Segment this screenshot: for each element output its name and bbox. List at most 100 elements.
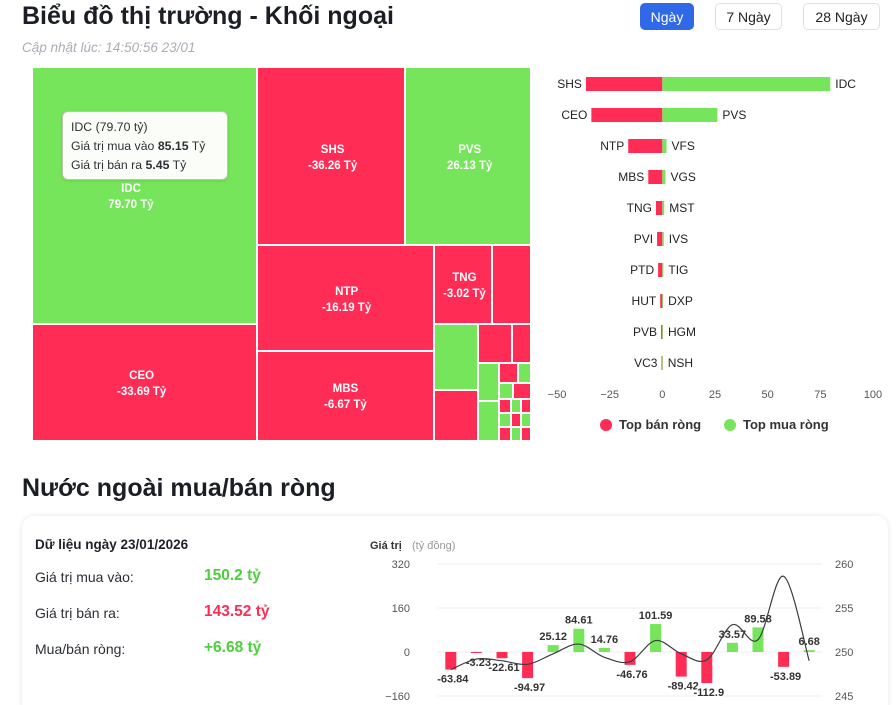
bar-data-label: -89.42 (668, 681, 699, 693)
treemap-value: -3.02 Tỷ (443, 288, 486, 300)
legend-buy-label: Top mua ròng (743, 417, 829, 432)
buy-bar (662, 77, 831, 91)
sell-ticker-label: MBS (618, 170, 644, 184)
buy-ticker-label: HGM (668, 325, 696, 339)
bar-data-label: -53.89 (770, 671, 801, 683)
x-tick-label: −25 (600, 389, 619, 401)
legend-sell-label: Top bán ròng (619, 417, 702, 432)
net-bar (675, 652, 687, 677)
sell-ticker-label: PTD (630, 263, 654, 277)
treemap-cell-ntp[interactable]: NTP -16.19 Tỷ (257, 245, 434, 351)
period-day-button[interactable]: Ngày (640, 3, 694, 30)
tooltip-buy-row: Giá trị mua vào 85.15 Tỷ (71, 137, 219, 156)
sell-ticker-label: HUT (632, 294, 657, 308)
sell-bar (660, 294, 663, 308)
treemap-cell-idc[interactable]: IDC 79.70 Tỷ (32, 67, 257, 324)
buy-value: 150.2 tỷ (204, 567, 261, 584)
treemap-ticker: NTP (335, 286, 359, 298)
updated-timestamp: Cập nhật lúc: 14:50:56 23/01 (22, 40, 196, 55)
sell-bar (661, 356, 663, 370)
net-bar (445, 652, 457, 670)
bar-data-label: 25.12 (539, 631, 567, 643)
tooltip-title: IDC (79.70 tỷ) (71, 120, 148, 134)
treemap-cell-mbs[interactable]: MBS -6.67 Tỷ (257, 351, 434, 441)
buy-bar (662, 356, 663, 370)
x-tick-label: 100 (864, 389, 882, 401)
treemap-cell[interactable] (434, 390, 478, 441)
net-bar (598, 647, 610, 652)
tooltip-buy-value: 85.15 (157, 139, 189, 153)
treemap-value: 79.70 Tỷ (108, 199, 154, 211)
sell-bar (648, 170, 663, 184)
treemap-cell[interactable] (518, 363, 531, 383)
sell-bar (585, 77, 663, 91)
legend-buy[interactable]: Top mua ròng (724, 417, 829, 432)
sell-bar (661, 325, 663, 339)
index-line (450, 575, 810, 671)
sell-ticker-label: SHS (557, 77, 582, 91)
buy-ticker-label: PVS (722, 108, 746, 122)
treemap-cell[interactable] (521, 413, 531, 427)
net-bar (650, 624, 662, 652)
treemap-cell[interactable] (499, 427, 511, 441)
treemap-ticker: MBS (332, 383, 359, 395)
treemap-cell-tng[interactable]: TNG -3.02 Tỷ (434, 245, 492, 324)
treemap-cell[interactable] (478, 363, 499, 401)
treemap-cell-shs[interactable]: SHS -36.26 Tỷ (257, 67, 405, 245)
treemap-cell[interactable] (492, 245, 531, 324)
buy-bar (662, 201, 665, 215)
net-bar (778, 652, 790, 667)
x-tick-label: 0 (659, 389, 665, 401)
net-bar (573, 628, 585, 652)
treemap-cell[interactable] (521, 399, 531, 413)
treemap-cell[interactable] (499, 383, 513, 399)
tooltip-buy-label: Giá trị mua vào (71, 139, 155, 153)
legend-sell[interactable]: Top bán ròng (600, 417, 701, 432)
net-bar (496, 652, 508, 659)
sell-bar (657, 232, 663, 246)
period-28day-button[interactable]: 28 Ngày (803, 3, 880, 30)
section-title: Nước ngoài mua/bán ròng (22, 474, 336, 502)
period-7day-button[interactable]: 7 Ngày (715, 3, 782, 30)
legend-buy-swatch (724, 418, 736, 431)
bar-data-label: 6.68 (798, 636, 819, 648)
treemap-cell-ceo[interactable]: CEO -33.69 Tỷ (32, 324, 257, 441)
buy-ticker-label: NSH (668, 356, 693, 370)
net-bar (624, 652, 636, 665)
sell-ticker-label: NTP (600, 139, 624, 153)
sell-ticker-label: CEO (561, 108, 587, 122)
y-right-tick-label: 250 (835, 647, 853, 659)
buy-bar (662, 232, 664, 246)
treemap-cell-pvs[interactable]: PVS 26.13 Tỷ (405, 67, 531, 245)
treemap-cell[interactable] (499, 363, 518, 383)
treemap-ticker: CEO (129, 370, 155, 382)
treemap-cell[interactable] (499, 399, 511, 413)
treemap-cell[interactable] (478, 324, 512, 363)
sell-ticker-label: PVI (634, 232, 653, 246)
buy-bar (662, 108, 718, 122)
net-bar (522, 652, 534, 679)
net-bar (547, 645, 559, 652)
buy-value-label: Giá trị mua vào: (35, 569, 134, 585)
treemap-cell[interactable] (521, 427, 531, 441)
buy-bar (662, 139, 667, 153)
tooltip-unit: Tỷ (191, 139, 206, 153)
sell-bar (591, 108, 663, 122)
bar-data-label: -22.61 (488, 662, 519, 674)
treemap-cell[interactable] (511, 413, 521, 427)
period-selector: Ngày 7 Ngày 28 Ngày (0, 3, 896, 31)
x-tick-label: 50 (762, 389, 774, 401)
x-tick-label: 75 (814, 389, 826, 401)
page-title: Biểu đồ thị trường - Khối ngoại (22, 2, 394, 30)
y-left-tick-label: 0 (404, 647, 410, 659)
treemap-cell[interactable] (511, 399, 521, 413)
treemap-cell[interactable] (512, 324, 531, 363)
net-value-label: Mua/bán ròng: (35, 641, 126, 657)
treemap-cell[interactable] (513, 383, 531, 399)
treemap-cell[interactable] (511, 427, 521, 441)
treemap-cell[interactable] (478, 401, 499, 441)
net-bar (803, 650, 815, 652)
treemap-cell[interactable] (434, 324, 478, 390)
tooltip-sell-value: 5.45 (145, 158, 170, 172)
treemap-cell[interactable] (499, 413, 511, 427)
